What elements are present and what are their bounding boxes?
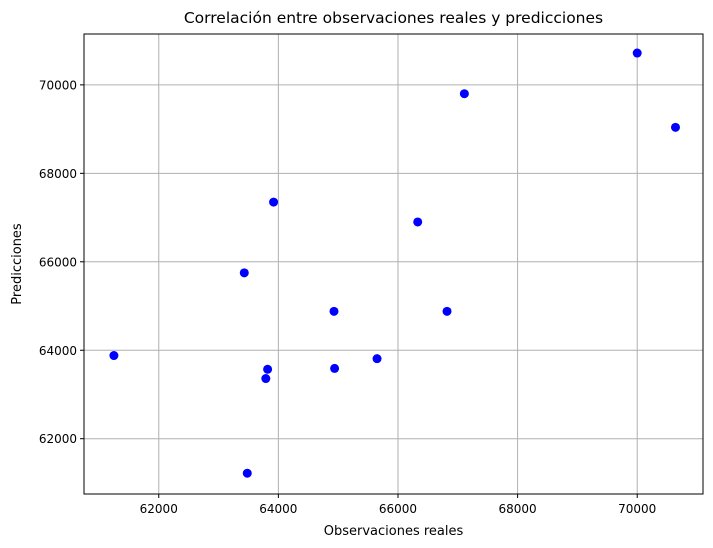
- y-tick-label: 68000: [39, 167, 77, 181]
- data-point: [413, 217, 423, 227]
- data-point: [239, 268, 249, 278]
- y-axis-label: Predicciones: [10, 223, 25, 305]
- y-tick-label: 64000: [39, 344, 77, 358]
- x-tick-label: 68000: [499, 502, 537, 516]
- x-tick-label: 62000: [140, 502, 178, 516]
- data-point: [242, 468, 252, 478]
- x-tick-label: 66000: [379, 502, 417, 516]
- x-axis-label: Observaciones reales: [324, 524, 464, 539]
- y-tick-label: 66000: [39, 255, 77, 269]
- y-tick-label: 62000: [39, 432, 77, 446]
- data-point: [670, 122, 680, 132]
- data-point: [632, 48, 642, 58]
- data-point: [269, 197, 279, 207]
- x-tick-label: 70000: [618, 502, 656, 516]
- x-tick-label: 64000: [259, 502, 297, 516]
- data-point: [442, 306, 452, 316]
- chart-title: Correlación entre observaciones reales y…: [184, 9, 603, 27]
- y-tick-label: 70000: [39, 78, 77, 92]
- data-point: [329, 306, 339, 316]
- y-axis-ticks: 62000 64000 66000 68000 70000: [39, 78, 84, 446]
- grid-lines: [84, 34, 703, 494]
- data-point: [109, 351, 119, 361]
- data-points: [109, 48, 680, 478]
- plot-area-frame: [83, 33, 704, 495]
- x-axis-ticks: 62000 64000 66000 68000 70000: [140, 494, 656, 516]
- data-point: [263, 364, 273, 374]
- data-point: [459, 89, 469, 99]
- data-point: [330, 363, 340, 373]
- data-point: [261, 374, 271, 384]
- data-point: [372, 354, 382, 364]
